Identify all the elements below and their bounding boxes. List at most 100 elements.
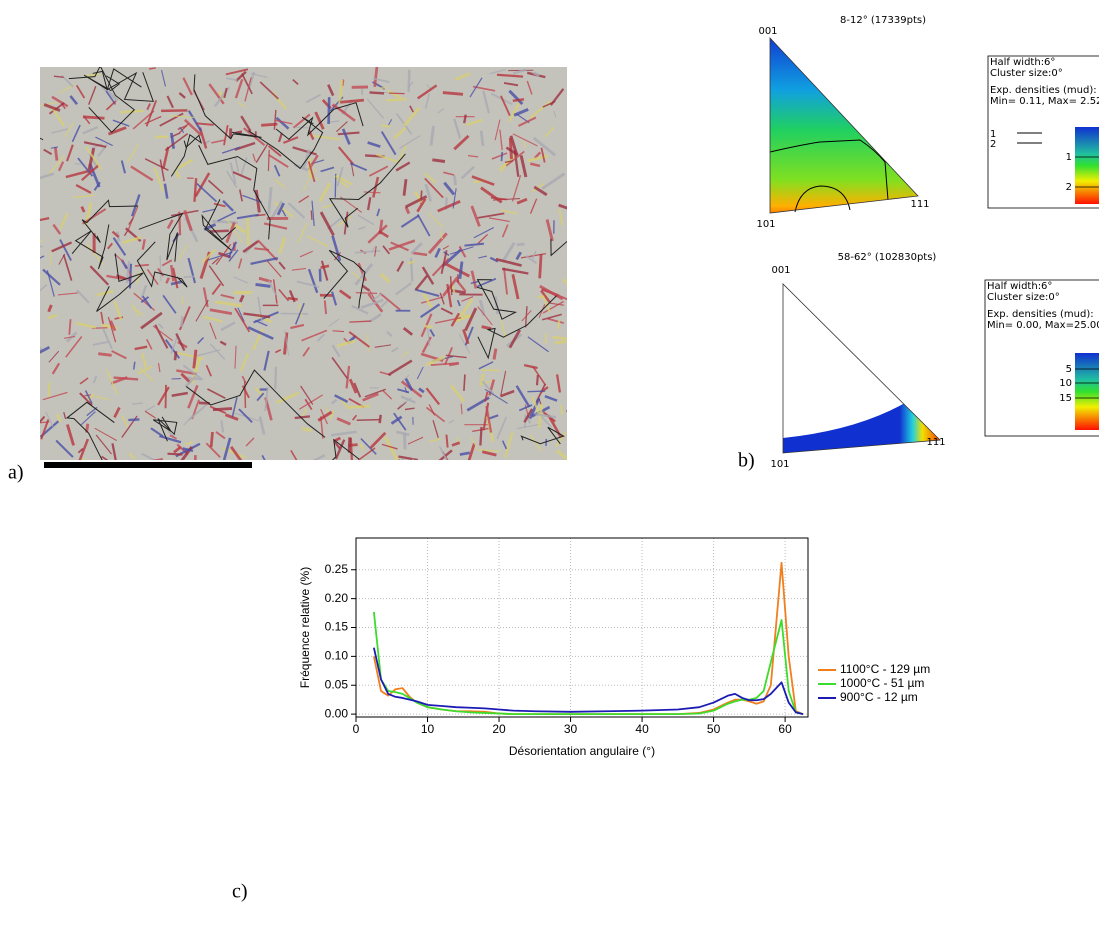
- texture: [431, 257, 450, 277]
- texture: [396, 430, 410, 437]
- texture: [79, 377, 89, 385]
- texture: [239, 189, 243, 202]
- pole: 111: [926, 437, 945, 448]
- texture: [180, 372, 192, 384]
- pole: 101: [756, 219, 775, 230]
- grain-boundary: [170, 133, 203, 177]
- texture: [508, 89, 524, 106]
- texture: [296, 280, 320, 288]
- texture: [390, 415, 403, 425]
- ipf-outline: [782, 283, 941, 454]
- x-tick-label: 10: [421, 722, 435, 736]
- texture: [256, 392, 265, 402]
- texture: [212, 407, 233, 412]
- texture: [490, 196, 507, 201]
- texture: [272, 279, 278, 304]
- texture: [532, 366, 547, 386]
- texture: [301, 329, 328, 342]
- texture: [532, 136, 557, 157]
- texture: [276, 202, 285, 216]
- texture: [382, 245, 391, 255]
- texture: [419, 303, 441, 319]
- plot-frame: [355, 537, 809, 718]
- texture: [357, 262, 367, 282]
- texture: [131, 306, 145, 317]
- texture: [261, 454, 266, 460]
- texture: [153, 166, 165, 192]
- texture: [40, 245, 44, 248]
- pole: 101: [770, 459, 789, 470]
- x-tick-label: 30: [564, 722, 578, 736]
- texture: [207, 388, 226, 399]
- texture: [247, 326, 274, 340]
- grain-boundary: [68, 67, 136, 134]
- texture: [109, 320, 117, 332]
- texture: [395, 161, 411, 172]
- texture: [105, 100, 117, 111]
- texture: [274, 366, 278, 390]
- texture: [491, 152, 508, 160]
- texture: [234, 345, 237, 369]
- texture: [335, 174, 353, 186]
- texture: [196, 122, 214, 126]
- texture: [208, 83, 225, 105]
- texture: [183, 275, 195, 279]
- texture: [227, 241, 238, 259]
- texture: [521, 310, 532, 322]
- texture: [220, 321, 236, 332]
- texture: [146, 103, 151, 111]
- texture: [477, 306, 493, 326]
- texture: [529, 162, 541, 168]
- texture: [65, 144, 74, 162]
- texture: [442, 91, 464, 96]
- texture: [291, 267, 307, 271]
- texture: [427, 327, 431, 347]
- texture: [337, 339, 356, 348]
- texture: [449, 384, 466, 403]
- texture: [278, 261, 286, 270]
- texture: [327, 84, 335, 97]
- texture: [351, 304, 369, 315]
- texture: [499, 389, 515, 398]
- texture: [558, 203, 567, 210]
- ipf-1: 8-12° (17339pts) 001 101 111 Half width:…: [756, 15, 1099, 230]
- texture: [526, 80, 533, 95]
- texture: [373, 67, 379, 88]
- texture: [438, 449, 453, 460]
- texture: [80, 411, 96, 426]
- texture: [404, 407, 415, 411]
- texture: [386, 89, 402, 99]
- contour-label: 2: [990, 139, 996, 150]
- texture: [283, 136, 299, 144]
- texture: [250, 257, 279, 265]
- texture: [367, 224, 388, 244]
- texture: [416, 366, 424, 380]
- texture: [348, 378, 358, 394]
- texture: [332, 103, 356, 122]
- texture: [424, 324, 433, 329]
- y-tick-label: 0.05: [325, 677, 349, 691]
- texture: [86, 73, 100, 77]
- texture: [357, 447, 376, 460]
- texture: [438, 446, 448, 460]
- texture: [535, 413, 557, 419]
- texture: [141, 452, 157, 460]
- texture: [130, 194, 141, 217]
- texture: [233, 276, 248, 284]
- scale-bar: [44, 462, 252, 468]
- texture: [213, 202, 226, 208]
- texture: [80, 205, 86, 213]
- grain-boundary: [248, 116, 324, 170]
- texture: [81, 208, 107, 225]
- texture: [402, 326, 414, 336]
- texture: [470, 436, 480, 452]
- texture: [354, 249, 381, 254]
- texture: [367, 141, 381, 148]
- texture: [562, 278, 567, 286]
- texture: [372, 176, 380, 198]
- texture: [458, 261, 464, 279]
- texture: [505, 146, 519, 157]
- texture: [192, 349, 198, 369]
- texture: [182, 77, 193, 96]
